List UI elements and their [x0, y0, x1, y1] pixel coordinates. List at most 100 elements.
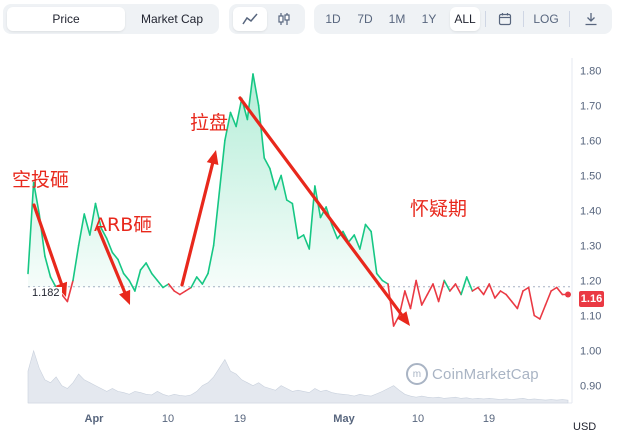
divider	[485, 11, 486, 27]
coinmarketcap-logo-icon: m	[406, 363, 428, 385]
date-range-button[interactable]	[490, 7, 520, 31]
price-line-segment	[539, 304, 547, 320]
candlestick-icon	[278, 13, 290, 25]
y-tick-label: 0.90	[580, 381, 601, 393]
price-line-segment	[533, 314, 541, 320]
price-line-segment	[111, 251, 119, 261]
y-tick-label: 1.20	[580, 276, 601, 288]
price-line-segment	[297, 234, 305, 240]
price-line-segment	[330, 223, 339, 240]
tab-market-cap[interactable]: Market Cap	[140, 12, 204, 26]
price-line-segment	[100, 227, 108, 240]
price-line-segment	[257, 104, 266, 159]
y-tick-label: 1.60	[580, 136, 601, 148]
price-line-segment	[128, 279, 136, 292]
x-tick-label: Apr	[85, 413, 105, 425]
price-area-fill	[28, 74, 568, 287]
price-line-segment	[527, 286, 536, 317]
annotation-doubt-phase: 怀疑期	[410, 198, 468, 220]
price-line-segment	[246, 73, 254, 121]
price-line-segment	[139, 262, 147, 271]
y-tick-label: 1.10	[580, 311, 601, 323]
price-line-segment	[454, 283, 462, 296]
price-line-segment	[66, 279, 74, 303]
price-line-segment	[488, 283, 496, 299]
price-line-segment	[510, 300, 519, 310]
range-all-button[interactable]: ALL	[450, 7, 480, 31]
price-line-segment	[145, 262, 153, 275]
log-scale-button[interactable]: LOG	[533, 12, 559, 26]
download-icon	[585, 13, 597, 26]
x-tick-label: 10	[412, 413, 424, 425]
price-line-segment	[263, 157, 271, 170]
tab-price[interactable]: Price	[7, 7, 125, 31]
price-line-segment	[392, 314, 401, 327]
price-line-segment	[27, 181, 35, 275]
price-line-segment	[555, 286, 564, 296]
y-tick-label: 1.00	[580, 346, 601, 358]
price-line-segment	[404, 290, 412, 310]
y-tick-label: 1.80	[580, 66, 601, 78]
price-line-segment	[122, 272, 131, 282]
price-line-segment	[77, 213, 86, 247]
annotation-arrow	[180, 161, 215, 287]
calendar-icon	[498, 13, 512, 26]
range-7d-button[interactable]: 7D	[357, 12, 373, 26]
price-line-segment	[432, 283, 440, 303]
x-tick-label: 19	[483, 413, 495, 425]
price-line-segment	[477, 286, 485, 296]
price-line-segment	[117, 258, 125, 275]
y-tick-label: 1.70	[580, 101, 601, 113]
price-line-segment	[201, 272, 209, 285]
x-tick-label: 10	[162, 413, 174, 425]
download-button[interactable]	[576, 7, 606, 31]
range-1m-button[interactable]: 1M	[388, 12, 406, 26]
price-line-segment	[280, 174, 288, 201]
current-price-dot	[565, 291, 571, 298]
price-line-segment	[49, 276, 57, 289]
chart-toolbar: Price Market Cap 1D 7D 1M 1Y ALL LOG	[0, 4, 640, 34]
price-line-segment	[269, 167, 277, 191]
price-line-segment	[150, 272, 159, 282]
divider	[569, 11, 570, 27]
annotation-arrow	[238, 96, 404, 317]
price-line-segment	[505, 293, 513, 303]
price-line-segment	[235, 97, 243, 128]
price-line-segment	[420, 293, 429, 306]
price-line-segment	[437, 279, 446, 303]
line-chart-button[interactable]	[233, 7, 267, 31]
range-1d-button[interactable]: 1D	[325, 12, 341, 26]
range-1y-button[interactable]: 1Y	[421, 12, 437, 26]
price-line-segment	[516, 290, 524, 310]
annotation-pump: 拉盘	[190, 112, 229, 134]
y-tick-label: 1.30	[580, 241, 601, 253]
price-line-segment	[184, 286, 192, 292]
price-line-segment	[375, 272, 384, 282]
start-price-label: 1.182	[30, 287, 62, 299]
currency-label: USD	[573, 421, 597, 433]
price-line-segment	[167, 283, 176, 292]
price-line-segment	[482, 283, 491, 296]
price-line-segment	[522, 286, 530, 292]
price-line-segment	[499, 290, 507, 296]
candlestick-button[interactable]	[267, 7, 301, 31]
price-line-segment	[229, 111, 237, 128]
price-line-segment	[353, 234, 361, 250]
price-line-segment	[550, 286, 558, 292]
chart-type-switch: Price Market Cap	[3, 4, 219, 34]
price-line-segment	[381, 279, 389, 285]
price-line-segment	[285, 199, 294, 205]
price-line-segment	[302, 234, 311, 250]
annotation-arrowhead	[119, 289, 131, 305]
coinmarketcap-watermark: m CoinMarketCap	[406, 363, 539, 385]
annotation-arrowhead	[396, 311, 410, 326]
price-line-segment	[291, 202, 299, 240]
y-tick-label: 1.40	[580, 206, 601, 218]
price-line-segment	[218, 139, 226, 194]
line-chart-icon	[242, 13, 258, 25]
chart-style-switch	[229, 4, 305, 34]
price-line-segment	[443, 279, 451, 292]
price-line-segment	[415, 279, 423, 306]
price-line-segment	[83, 213, 91, 236]
